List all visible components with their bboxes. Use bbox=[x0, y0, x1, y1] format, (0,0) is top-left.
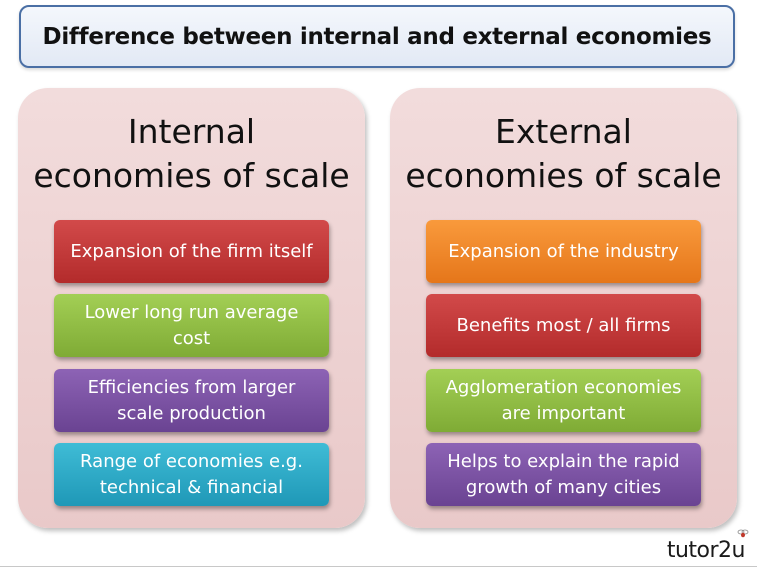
internal-box-1: Expansion of the firm itself bbox=[54, 220, 329, 283]
diagram-title: Difference between internal and external… bbox=[42, 23, 712, 50]
bee-icon bbox=[737, 529, 749, 538]
external-box-3: Agglomeration economies are important bbox=[426, 369, 701, 432]
title-box: Difference between internal and external… bbox=[19, 5, 735, 68]
internal-box-3: Efficiencies from larger scale productio… bbox=[54, 369, 329, 432]
internal-box-4: Range of economies e.g. technical & fina… bbox=[54, 443, 329, 506]
external-box-2: Benefits most / all firms bbox=[426, 294, 701, 357]
external-heading: External economies of scale bbox=[405, 112, 722, 195]
external-box-4: Helps to explain the rapid growth of man… bbox=[426, 443, 701, 506]
tutor2u-logo: tutor2u bbox=[666, 538, 746, 563]
internal-box-2: Lower long run average cost bbox=[54, 294, 329, 357]
internal-economies-panel: Internal economies of scale Expansion of… bbox=[18, 88, 365, 528]
footer-divider bbox=[0, 566, 757, 567]
external-box-1: Expansion of the industry bbox=[426, 220, 701, 283]
external-economies-panel: External economies of scale Expansion of… bbox=[390, 88, 737, 528]
internal-heading: Internal economies of scale bbox=[33, 112, 350, 195]
